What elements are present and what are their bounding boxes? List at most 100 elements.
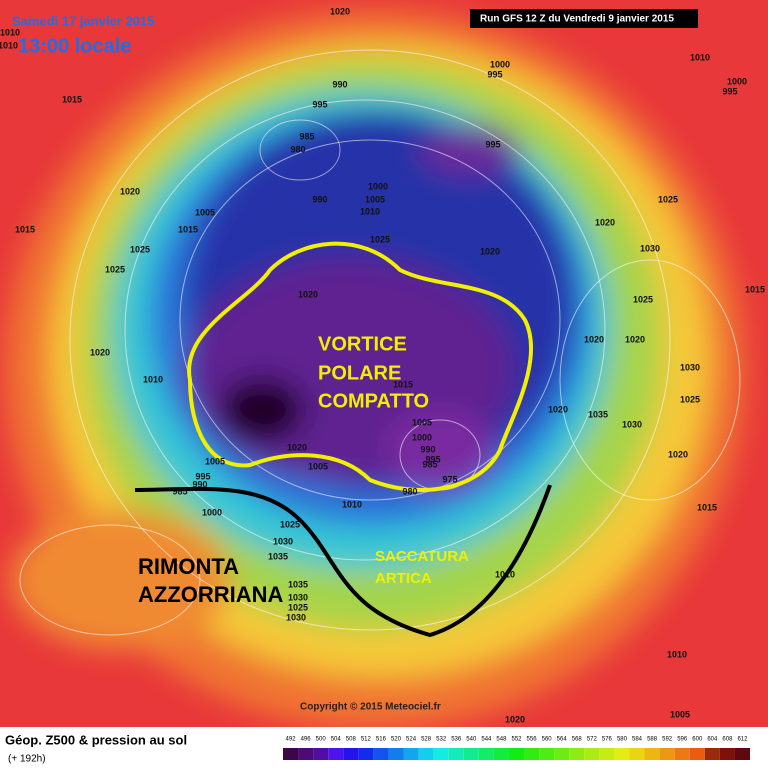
isobar-label: 1015: [393, 379, 413, 389]
scale-swatch: [478, 748, 494, 760]
isobar-label: 1010: [0, 27, 20, 37]
isobar-label: 1015: [62, 94, 82, 104]
scale-label: 508: [346, 737, 357, 743]
lead-time: (+ 192h): [8, 754, 46, 765]
isobar-label: 1020: [595, 217, 615, 227]
scale-swatch: [599, 748, 615, 760]
annotation: SACCATURA: [375, 548, 469, 565]
scale-swatch: [689, 748, 705, 760]
isobar-label: 995: [195, 471, 210, 481]
scale-swatch: [644, 748, 660, 760]
isobar-label: 1030: [680, 362, 700, 372]
isobar-label: 980: [402, 486, 417, 496]
isobar-label: 985: [172, 486, 187, 496]
scale-label: 580: [617, 737, 628, 743]
isobar-label: 1000: [412, 432, 432, 442]
time: 13:00 locale: [18, 35, 131, 57]
isobar-label: 1025: [680, 394, 700, 404]
annotation: AZZORRIANA: [138, 582, 284, 607]
scale-swatch: [674, 748, 690, 760]
isobar-label: 995: [312, 99, 327, 109]
scale-label: 608: [722, 737, 733, 743]
scale-swatch: [463, 748, 479, 760]
scale-swatch: [508, 748, 525, 760]
isobar-label: 980: [290, 144, 305, 154]
isobar-label: 1020: [480, 246, 500, 256]
isobar-label: 990: [332, 79, 347, 89]
isobar-label: 1025: [130, 244, 150, 254]
scale-label: 516: [376, 737, 387, 743]
isobar-label: 1020: [298, 289, 318, 299]
scale-label: 592: [662, 737, 673, 743]
run: Run GFS 12 Z du Vendredi 9 janvier 2015: [480, 14, 674, 25]
scale-label: 560: [542, 737, 553, 743]
scale-swatch: [418, 748, 434, 760]
isobar-label: 1010: [0, 40, 18, 50]
isobar-label: 1005: [195, 207, 215, 217]
field: [0, 0, 768, 730]
scale-swatch: [358, 748, 374, 760]
legend-title: Géop. Z500 & pression au sol: [5, 732, 187, 747]
annotation: RIMONTA: [138, 554, 239, 579]
isobar-label: 1005: [365, 194, 385, 204]
isobar-label: 1020: [120, 186, 140, 196]
scale-label: 500: [316, 737, 327, 743]
scale-label: 552: [511, 737, 522, 743]
scale-swatch: [629, 748, 645, 760]
isobar-label: 995: [722, 86, 737, 96]
isobar-label: 1005: [412, 417, 432, 427]
isobar-label: 1020: [287, 442, 307, 452]
scale-label: 492: [286, 737, 297, 743]
run-box: [470, 9, 698, 28]
scale-label: 576: [602, 737, 613, 743]
isobar-label: 1010: [360, 206, 380, 216]
scale-label: 520: [391, 737, 402, 743]
isobar-label: 1025: [288, 602, 308, 612]
scale-swatch: [433, 748, 449, 760]
isobar-label: 995: [425, 454, 440, 464]
scale-swatch: [298, 748, 314, 760]
annotation: POLARE: [318, 362, 401, 384]
scale-swatch: [448, 748, 464, 760]
isobar-label: 1005: [670, 709, 690, 719]
scale-label: 568: [572, 737, 583, 743]
scale-label: 512: [361, 737, 372, 743]
isobar-label: 1010: [690, 52, 710, 62]
copyright: Copyright © 2015 Meteociel.fr: [300, 702, 441, 713]
scale-swatch: [493, 748, 509, 760]
isobar-label: 995: [487, 69, 502, 79]
scale-swatch: [719, 748, 735, 760]
isobar-label: 1025: [105, 264, 125, 274]
isobar-label: 1010: [495, 569, 515, 579]
scale-label: 544: [481, 737, 492, 743]
scale-label: 524: [406, 737, 417, 743]
isobar-label: 1020: [548, 404, 568, 414]
annotation: COMPATTO: [318, 390, 429, 412]
scale-label: 536: [451, 737, 462, 743]
scale-swatch: [614, 748, 630, 760]
isobar-label: 1005: [205, 456, 225, 466]
scale-swatch: [704, 748, 720, 760]
date: Samedi 17 janvier 2015: [12, 13, 154, 28]
isobar-label: 1015: [697, 502, 717, 512]
scale-swatch: [283, 748, 299, 760]
scale-label: 588: [647, 737, 658, 743]
isobar-label: 995: [485, 139, 500, 149]
vortex-outline: [187, 241, 534, 492]
isobar-label: 1030: [622, 419, 642, 429]
scale-swatch: [403, 748, 419, 760]
isobar-label: 990: [192, 479, 207, 489]
scale-label: 556: [527, 737, 538, 743]
isobar-label: 985: [299, 131, 314, 141]
scale-swatch: [388, 748, 404, 760]
scale-label: 496: [301, 737, 312, 743]
isobar-label: 1015: [178, 224, 198, 234]
scale-label: 572: [587, 737, 598, 743]
scale-swatch: [734, 748, 750, 760]
isobar-label: 1010: [667, 649, 687, 659]
isobar-label: 985: [422, 459, 437, 469]
trough-line: [134, 484, 552, 638]
isobar-label: 1020: [505, 714, 525, 724]
